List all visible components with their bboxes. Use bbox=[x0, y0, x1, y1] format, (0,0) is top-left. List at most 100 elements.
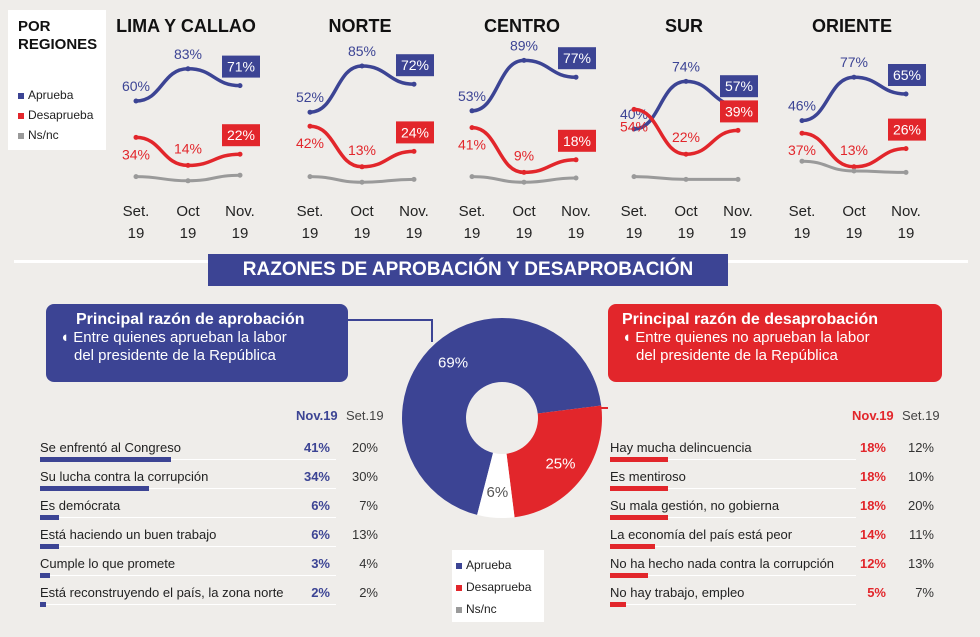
data-point bbox=[411, 176, 417, 182]
reason-bar bbox=[40, 544, 60, 549]
data-label: 26% bbox=[893, 122, 921, 138]
row-underline bbox=[40, 546, 336, 547]
approval-subtitle: ◖ Entre quienes aprueban la labor bbox=[60, 329, 287, 346]
data-point bbox=[237, 83, 243, 89]
region-line-chart: 52% 85% 72% 42% 13% 24% Set. 19 Oct 19 Nov. 19 bbox=[296, 43, 434, 242]
reason-bar bbox=[610, 602, 626, 607]
reason-value-set: 7% bbox=[915, 585, 934, 600]
pie-legend: Aprueba Desaprueba Ns/nc bbox=[452, 550, 544, 622]
data-point bbox=[735, 176, 741, 182]
data-label-box bbox=[222, 55, 260, 78]
data-label: 65% bbox=[893, 67, 921, 83]
reason-value-nov: 18% bbox=[859, 469, 886, 484]
reason-bar bbox=[610, 515, 668, 520]
data-point bbox=[359, 63, 365, 69]
reason-value-nov: 34% bbox=[303, 469, 330, 484]
data-point bbox=[799, 130, 805, 136]
pie-label: 69% bbox=[438, 354, 468, 371]
data-label-box bbox=[396, 121, 434, 144]
data-point bbox=[411, 81, 417, 87]
reason-label: Es mentiroso bbox=[610, 469, 686, 484]
data-label-box bbox=[396, 54, 434, 77]
data-point bbox=[521, 179, 527, 185]
reason-value-nov: 18% bbox=[859, 498, 886, 513]
row-underline bbox=[610, 517, 856, 518]
data-label: 77% bbox=[563, 50, 591, 66]
data-label-box bbox=[558, 47, 596, 70]
disapproval-col-set: Set.19 bbox=[902, 408, 940, 423]
data-point bbox=[683, 176, 689, 182]
data-point bbox=[683, 78, 689, 84]
reason-value-nov: 3% bbox=[311, 556, 330, 571]
pie-slice-desaprueba bbox=[506, 405, 603, 518]
data-label: 13% bbox=[840, 142, 868, 158]
data-label: 39% bbox=[725, 103, 753, 119]
reason-label: La economía del país está peor bbox=[610, 527, 793, 542]
data-label: 22% bbox=[672, 129, 700, 145]
x-tick-label: 19 bbox=[898, 225, 915, 242]
reason-bar bbox=[610, 457, 668, 462]
data-point bbox=[307, 174, 313, 180]
region-line-chart: 53% 89% 77% 41% 9% 18% Set. 19 Oct 19 Nov. 19 bbox=[458, 37, 596, 242]
data-label: 34% bbox=[122, 146, 150, 162]
reason-label: No hay trabajo, empleo bbox=[610, 585, 745, 600]
legend-swatch bbox=[18, 112, 24, 119]
data-label: 9% bbox=[514, 147, 534, 163]
x-tick-label: 19 bbox=[730, 225, 747, 242]
legend-swatch bbox=[18, 92, 24, 99]
x-tick-label: Set. bbox=[297, 203, 324, 220]
reason-label: No ha hecho nada contra la corrupción bbox=[610, 556, 835, 571]
x-tick-label: 19 bbox=[794, 225, 811, 242]
data-label: 24% bbox=[401, 124, 429, 140]
pie-legend-desaprueba: Desaprueba bbox=[456, 580, 531, 594]
x-tick-label: 19 bbox=[846, 225, 863, 242]
data-point bbox=[903, 146, 909, 152]
x-tick-label: 19 bbox=[626, 225, 643, 242]
section-banner: RAZONES DE APROBACIÓN Y DESAPROBACIÓN bbox=[208, 254, 728, 286]
data-point bbox=[573, 157, 579, 163]
data-point bbox=[799, 118, 805, 124]
data-label: 60% bbox=[122, 78, 150, 94]
reason-value-nov: 2% bbox=[311, 585, 330, 600]
reason-value-set: 20% bbox=[907, 498, 934, 513]
data-label-box bbox=[888, 64, 926, 86]
data-label: 14% bbox=[174, 140, 202, 156]
data-label: 83% bbox=[174, 46, 202, 62]
data-point bbox=[133, 98, 139, 104]
approval-col-nov: Nov.19 bbox=[296, 408, 338, 423]
reason-label: Está haciendo un buen trabajo bbox=[40, 527, 217, 542]
row-underline bbox=[40, 604, 336, 605]
x-tick-label: 19 bbox=[128, 225, 145, 242]
row-underline bbox=[40, 459, 336, 460]
data-label: 18% bbox=[563, 133, 591, 149]
pie-label: 25% bbox=[545, 455, 575, 472]
region-title: LIMA Y CALLAO bbox=[116, 16, 256, 36]
data-point bbox=[185, 66, 191, 72]
x-tick-label: Nov. bbox=[891, 203, 921, 220]
x-tick-label: Oct bbox=[176, 203, 200, 220]
reason-bar bbox=[40, 457, 172, 462]
data-label: 77% bbox=[840, 54, 868, 70]
x-tick-label: Nov. bbox=[561, 203, 591, 220]
x-tick-label: Oct bbox=[674, 203, 698, 220]
x-tick-label: 19 bbox=[232, 225, 249, 242]
reason-label: Hay mucha delincuencia bbox=[610, 440, 752, 455]
legend-item-nsnc: Ns/nc bbox=[18, 128, 59, 142]
x-tick-label: Nov. bbox=[399, 203, 429, 220]
legend-item-desaprueba: Desaprueba bbox=[18, 108, 93, 122]
data-label-box bbox=[558, 129, 596, 152]
x-tick-label: 19 bbox=[678, 225, 695, 242]
data-label-box bbox=[888, 118, 926, 141]
region-title: NORTE bbox=[328, 16, 392, 36]
disapproval-subtitle: ◖ Entre quienes no aprueban la labor bbox=[622, 329, 870, 346]
x-tick-label: Oct bbox=[350, 203, 374, 220]
x-tick-label: 19 bbox=[406, 225, 423, 242]
x-tick-label: 19 bbox=[302, 225, 319, 242]
data-point bbox=[799, 158, 805, 164]
data-point bbox=[133, 134, 139, 140]
reason-value-set: 30% bbox=[351, 469, 378, 484]
pie-label: 6% bbox=[487, 484, 509, 501]
data-point bbox=[469, 108, 475, 114]
reason-value-nov: 6% bbox=[311, 527, 330, 542]
